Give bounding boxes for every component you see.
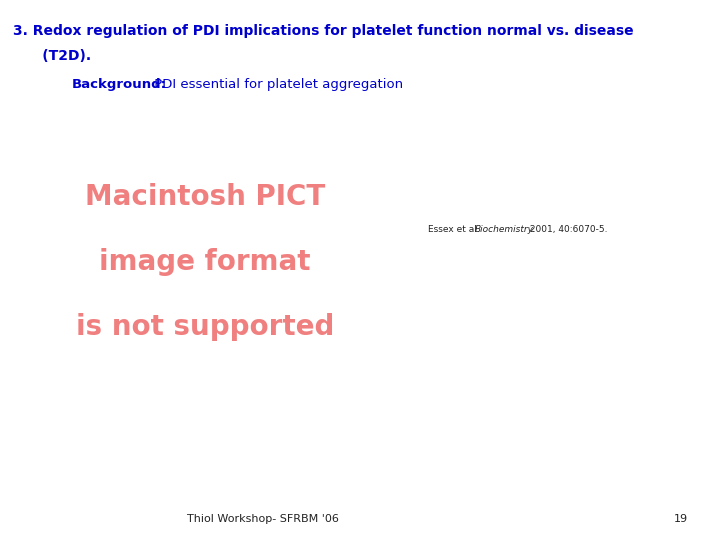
Text: Thiol Workshop- SFRBM '06: Thiol Workshop- SFRBM '06 [187,515,338,524]
Text: Essex et al.: Essex et al. [428,225,486,234]
Text: Macintosh PICT: Macintosh PICT [85,183,325,211]
Text: Background:: Background: [72,78,167,91]
Text: is not supported: is not supported [76,313,334,341]
Text: (T2D).: (T2D). [13,49,91,63]
Text: PDI essential for platelet aggregation: PDI essential for platelet aggregation [150,78,403,91]
Text: image format: image format [99,248,311,276]
Text: 3. Redox regulation of PDI implications for platelet function normal vs. disease: 3. Redox regulation of PDI implications … [13,24,634,38]
Text: 19: 19 [673,515,688,524]
Text: 2001, 40:6070-5.: 2001, 40:6070-5. [527,225,608,234]
Text: Biochemistry.: Biochemistry. [475,225,536,234]
